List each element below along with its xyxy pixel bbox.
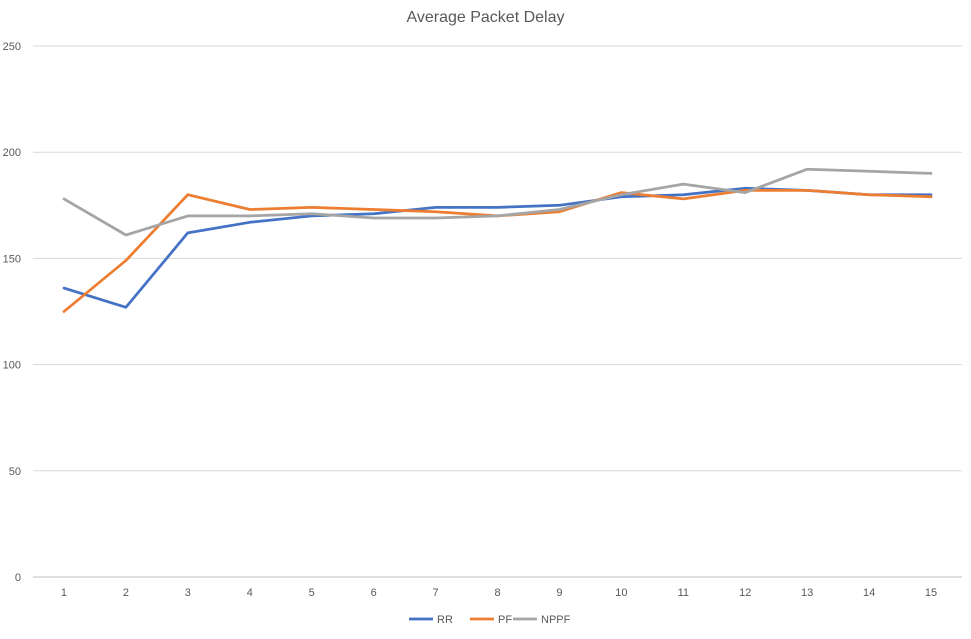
series-line-nppf — [62, 167, 933, 237]
x-tick-label: 14 — [863, 587, 875, 599]
x-axis-tick-labels: 1 2 3 4 5 6 7 8 9 10 11 12 13 14 15 — [61, 587, 937, 599]
x-tick-label: 2 — [123, 587, 129, 599]
legend: RR PF NPPF — [409, 614, 571, 626]
y-tick-label: 250 — [3, 41, 21, 53]
legend-label-nppf: NPPF — [541, 614, 571, 626]
x-tick-label: 12 — [739, 587, 751, 599]
y-tick-label: 100 — [3, 360, 21, 372]
x-tick-label: 10 — [615, 587, 627, 599]
y-tick-label: 150 — [3, 253, 21, 265]
x-tick-label: 15 — [925, 587, 937, 599]
y-tick-label: 0 — [15, 572, 21, 584]
series-lines — [62, 167, 933, 313]
x-tick-label: 3 — [185, 587, 191, 599]
x-tick-label: 8 — [494, 587, 500, 599]
series-line-rr — [62, 186, 933, 309]
x-tick-label: 4 — [247, 587, 253, 599]
x-tick-label: 1 — [61, 587, 67, 599]
x-tick-label: 7 — [433, 587, 439, 599]
legend-label-rr: RR — [437, 614, 453, 626]
y-tick-label: 50 — [9, 466, 21, 478]
legend-label-pf: PF — [498, 614, 512, 626]
chart-title: Average Packet Delay — [406, 9, 565, 26]
x-tick-label: 11 — [678, 587, 689, 599]
y-tick-label: 200 — [3, 147, 21, 159]
x-tick-label: 6 — [371, 587, 377, 599]
y-axis-tick-labels: 0 50 100 150 200 250 — [3, 41, 21, 584]
gridlines — [33, 45, 962, 578]
x-tick-label: 13 — [801, 587, 813, 599]
x-tick-label: 9 — [556, 587, 562, 599]
x-tick-label: 5 — [309, 587, 315, 599]
